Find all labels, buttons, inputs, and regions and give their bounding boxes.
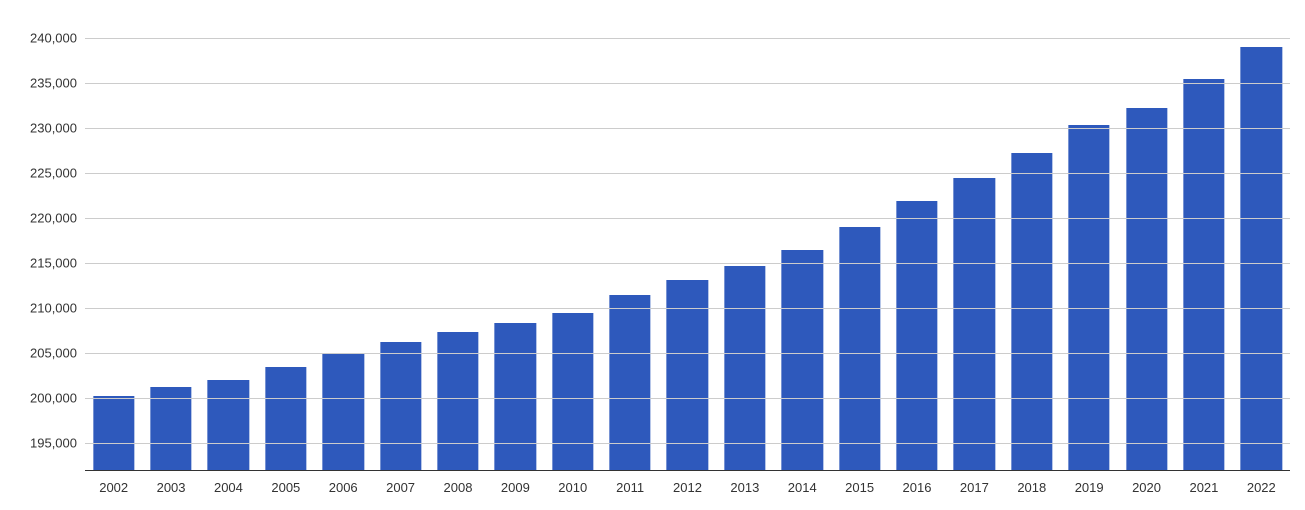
bar — [1069, 125, 1110, 470]
plot-area: 2002200320042005200620072008200920102011… — [85, 20, 1290, 470]
bar — [1241, 47, 1282, 470]
x-tick-label: 2013 — [730, 470, 759, 495]
bar-slot: 2019 — [1060, 20, 1117, 470]
gridline — [85, 173, 1290, 174]
bar-slot: 2016 — [888, 20, 945, 470]
x-tick-label: 2006 — [329, 470, 358, 495]
gridline — [85, 83, 1290, 84]
gridline — [85, 353, 1290, 354]
bar-slot: 2002 — [85, 20, 142, 470]
x-tick-label: 2022 — [1247, 470, 1276, 495]
bar — [1126, 108, 1167, 470]
bar-slot: 2013 — [716, 20, 773, 470]
bar-chart: 2002200320042005200620072008200920102011… — [0, 0, 1305, 510]
bar-slot: 2020 — [1118, 20, 1175, 470]
bar-slot: 2018 — [1003, 20, 1060, 470]
y-tick-label: 220,000 — [30, 211, 85, 226]
y-tick-label: 215,000 — [30, 256, 85, 271]
gridline — [85, 263, 1290, 264]
y-tick-label: 225,000 — [30, 166, 85, 181]
bar — [1011, 153, 1052, 470]
gridline — [85, 443, 1290, 444]
y-tick-label: 210,000 — [30, 301, 85, 316]
x-axis-line — [85, 470, 1290, 471]
bar-slot: 2009 — [487, 20, 544, 470]
y-tick-label: 200,000 — [30, 391, 85, 406]
y-tick-label: 240,000 — [30, 31, 85, 46]
x-tick-label: 2007 — [386, 470, 415, 495]
gridline — [85, 38, 1290, 39]
gridline — [85, 398, 1290, 399]
bar — [380, 342, 421, 470]
bar — [896, 201, 937, 470]
x-tick-label: 2009 — [501, 470, 530, 495]
bar-slot: 2006 — [315, 20, 372, 470]
bar-slot: 2014 — [774, 20, 831, 470]
x-tick-label: 2018 — [1017, 470, 1046, 495]
bar — [265, 367, 306, 470]
x-tick-label: 2011 — [616, 470, 644, 495]
bar — [93, 396, 134, 470]
x-tick-label: 2003 — [157, 470, 186, 495]
y-tick-label: 230,000 — [30, 121, 85, 136]
y-tick-label: 235,000 — [30, 76, 85, 91]
bar — [724, 266, 765, 470]
x-tick-label: 2002 — [99, 470, 128, 495]
x-tick-label: 2014 — [788, 470, 817, 495]
bar-slot: 2022 — [1233, 20, 1290, 470]
bar-slot: 2003 — [142, 20, 199, 470]
y-tick-label: 205,000 — [30, 346, 85, 361]
bar-slot: 2004 — [200, 20, 257, 470]
bar-slot: 2021 — [1175, 20, 1232, 470]
x-tick-label: 2020 — [1132, 470, 1161, 495]
bars-container: 2002200320042005200620072008200920102011… — [85, 20, 1290, 470]
bar — [208, 380, 249, 470]
x-tick-label: 2005 — [271, 470, 300, 495]
bar-slot: 2015 — [831, 20, 888, 470]
bar — [1183, 79, 1224, 471]
x-tick-label: 2008 — [444, 470, 473, 495]
bar — [954, 178, 995, 471]
x-tick-label: 2017 — [960, 470, 989, 495]
bar-slot: 2011 — [601, 20, 658, 470]
bar — [552, 313, 593, 470]
bar-slot: 2005 — [257, 20, 314, 470]
bar-slot: 2012 — [659, 20, 716, 470]
gridline — [85, 308, 1290, 309]
bar-slot: 2017 — [946, 20, 1003, 470]
bar — [150, 387, 191, 470]
bar-slot: 2010 — [544, 20, 601, 470]
x-tick-label: 2019 — [1075, 470, 1104, 495]
bar-slot: 2007 — [372, 20, 429, 470]
x-tick-label: 2010 — [558, 470, 587, 495]
bar — [495, 323, 536, 470]
bar-slot: 2008 — [429, 20, 486, 470]
x-tick-label: 2012 — [673, 470, 702, 495]
y-tick-label: 195,000 — [30, 436, 85, 451]
gridline — [85, 218, 1290, 219]
bar — [782, 250, 823, 471]
bar — [323, 353, 364, 470]
x-tick-label: 2016 — [903, 470, 932, 495]
x-tick-label: 2015 — [845, 470, 874, 495]
gridline — [85, 128, 1290, 129]
x-tick-label: 2021 — [1189, 470, 1218, 495]
x-tick-label: 2004 — [214, 470, 243, 495]
